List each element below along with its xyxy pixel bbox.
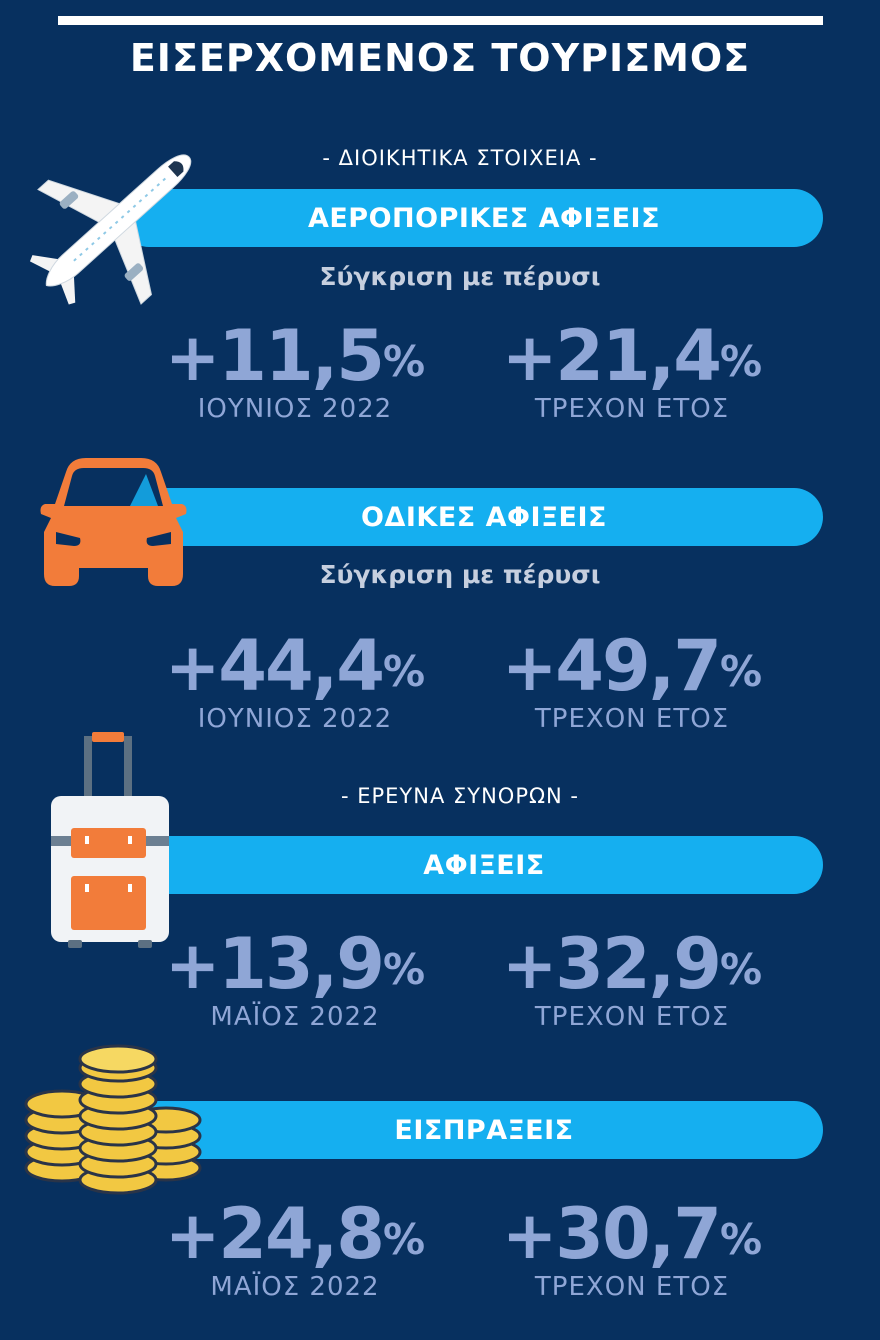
comparison-label-road: Σύγκριση με πέρυσι: [319, 560, 601, 589]
stat-air-june: +11,5% ΙΟΥΝΙΟΣ 2022: [125, 318, 465, 424]
banner-receipts: ΕΙΣΠΡΑΞΕΙΣ: [120, 1101, 823, 1159]
stat-air-year: +21,4% ΤΡΕΧΟΝ ΕΤΟΣ: [462, 318, 802, 424]
stat-arrivals-may: +13,9% ΜΑΪΟΣ 2022: [125, 926, 465, 1032]
stat-receipts-may: +24,8% ΜΑΪΟΣ 2022: [125, 1196, 465, 1302]
stat-value: +13,9%: [164, 923, 426, 1005]
stat-period-label: ΙΟΥΝΙΟΣ 2022: [197, 394, 393, 424]
stat-value: +30,7%: [501, 1193, 763, 1275]
stat-value: +49,7%: [501, 625, 763, 707]
car-icon: [40, 458, 187, 586]
stat-period-label: ΤΡΕΧΟΝ ΕΤΟΣ: [534, 1002, 730, 1032]
page-title: ΕΙΣΕΡΧΟΜΕΝΟΣ ΤΟΥΡΙΣΜΟΣ: [129, 36, 751, 80]
banner-road-arrivals: ΟΔΙΚΕΣ ΑΦΙΞΕΙΣ: [120, 488, 823, 546]
stat-value: +44,4%: [164, 625, 426, 707]
stat-arrivals-year: +32,9% ΤΡΕΧΟΝ ΕΤΟΣ: [462, 926, 802, 1032]
stat-period-label: ΜΑΪΟΣ 2022: [210, 1272, 380, 1302]
stat-road-june: +44,4% ΙΟΥΝΙΟΣ 2022: [125, 628, 465, 734]
stat-value: +32,9%: [501, 923, 763, 1005]
stat-road-year: +49,7% ΤΡΕΧΟΝ ΕΤΟΣ: [462, 628, 802, 734]
stat-period-label: ΤΡΕΧΟΝ ΕΤΟΣ: [534, 1272, 730, 1302]
coins-icon: [24, 1044, 202, 1195]
stat-period-label: ΜΑΪΟΣ 2022: [210, 1002, 380, 1032]
stat-receipts-year: +30,7% ΤΡΕΧΟΝ ΕΤΟΣ: [462, 1196, 802, 1302]
banner-air-arrivals: ΑΕΡΟΠΟΡΙΚΕΣ ΑΦΙΞΕΙΣ: [120, 189, 823, 247]
top-divider: [58, 16, 823, 25]
stat-value: +24,8%: [164, 1193, 426, 1275]
stat-value: +21,4%: [501, 315, 763, 397]
stat-value: +11,5%: [164, 315, 426, 397]
stat-period-label: ΤΡΕΧΟΝ ΕΤΟΣ: [534, 704, 730, 734]
stat-period-label: ΤΡΕΧΟΝ ΕΤΟΣ: [534, 394, 730, 424]
banner-arrivals: ΑΦΙΞΕΙΣ: [120, 836, 823, 894]
suitcase-icon: [51, 732, 169, 948]
comparison-label-air: Σύγκριση με πέρυσι: [319, 262, 601, 291]
section-label-border: - ΕΡΕΥΝΑ ΣΥΝΟΡΩΝ -: [340, 784, 580, 808]
stat-period-label: ΙΟΥΝΙΟΣ 2022: [197, 704, 393, 734]
airplane-icon: [29, 154, 192, 305]
section-label-admin: - ΔΙΟΙΚΗΤΙΚΑ ΣΤΟΙΧΕΙΑ -: [322, 146, 598, 170]
